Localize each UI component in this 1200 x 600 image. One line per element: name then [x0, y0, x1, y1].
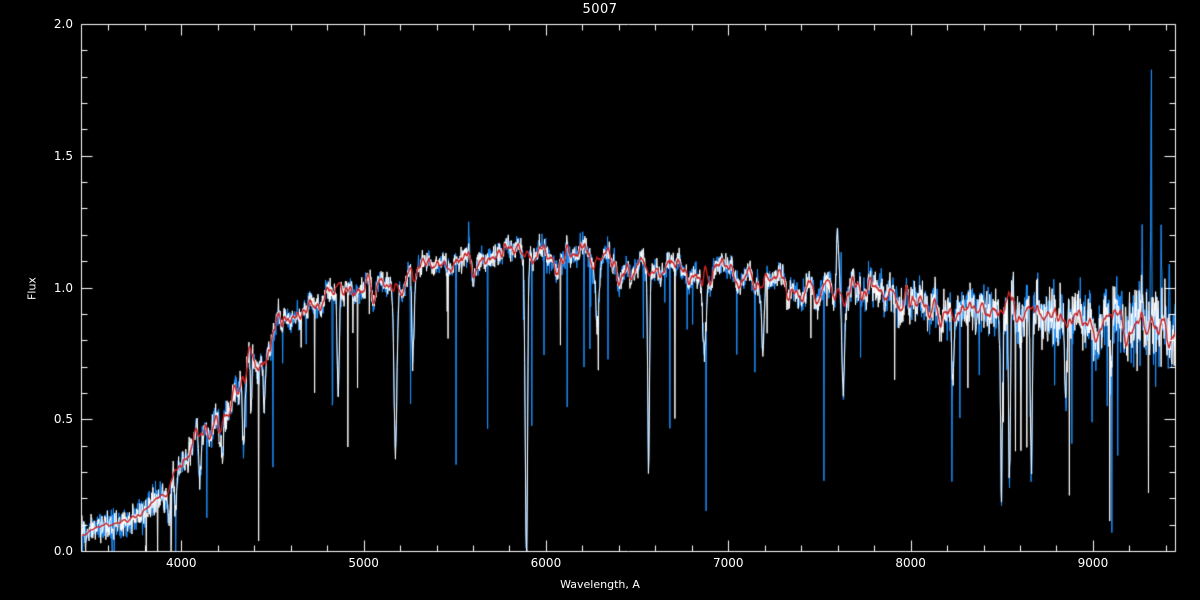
x-tick-label: 7000 [713, 556, 744, 570]
y-tick-label: 1.5 [53, 148, 73, 163]
x-tick-label: 5000 [348, 556, 379, 570]
y-tick-label: 0.5 [53, 412, 73, 427]
x-tick-label: 9000 [1077, 556, 1109, 570]
y-tick-label: 1.0 [53, 280, 73, 295]
y-tick-label: 0.0 [53, 544, 73, 558]
x-tick-label: 6000 [530, 556, 562, 570]
page-title: 5007 [582, 2, 618, 17]
x-axis-label: Wavelength, A [560, 578, 640, 591]
x-tick-label: 4000 [166, 556, 197, 570]
x-tick-label: 8000 [895, 556, 926, 570]
y-tick-label: 2.0 [53, 17, 73, 31]
